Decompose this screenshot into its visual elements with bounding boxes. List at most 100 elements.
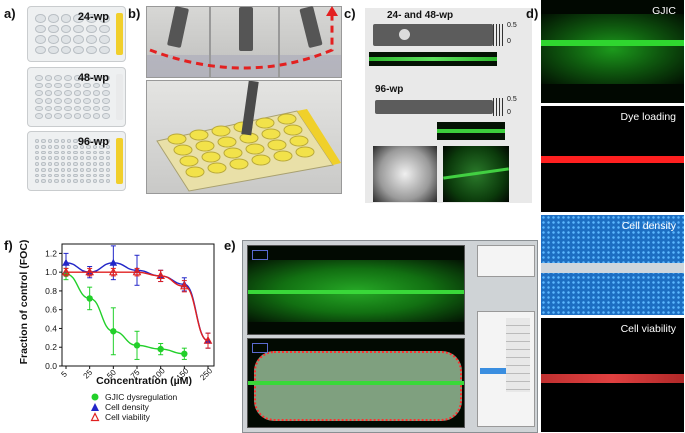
well (44, 105, 53, 112)
well (86, 150, 91, 155)
well (54, 162, 59, 166)
well (67, 139, 72, 143)
tool-title-24-48: 24- and 48-wp (387, 10, 454, 21)
yellow-well (295, 146, 315, 158)
well (79, 167, 85, 172)
well (63, 113, 72, 119)
plate-label-24: 24-wp (77, 11, 109, 23)
data-point (61, 267, 71, 276)
data-point (133, 342, 141, 349)
well (35, 24, 46, 33)
well (35, 14, 46, 23)
well (102, 105, 110, 112)
data-point (109, 267, 118, 276)
panel-label-d: d) (526, 6, 539, 21)
data-point (85, 267, 94, 276)
yellow-well (179, 155, 199, 167)
yellow-well (283, 124, 303, 136)
well (54, 105, 62, 112)
ruler-tick-top: 0.5 (507, 22, 517, 29)
gjic-label: GJIC (652, 5, 676, 17)
well (35, 35, 46, 44)
well (102, 113, 110, 119)
well (54, 113, 62, 119)
well (83, 113, 91, 119)
panel-label-f: f) (4, 238, 13, 253)
well (67, 156, 72, 160)
data-point (110, 328, 117, 335)
data-point (109, 258, 118, 266)
well (73, 90, 82, 96)
well (79, 156, 85, 160)
well (86, 179, 91, 183)
panel-label-a: a) (4, 6, 16, 21)
well (60, 139, 66, 143)
well (99, 24, 110, 33)
well (41, 179, 46, 183)
plate-96-well: 96-wp (27, 131, 126, 191)
well (47, 24, 59, 33)
legend-label: Cell density (105, 402, 149, 412)
plate-label-48: 48-wp (77, 72, 109, 84)
yellow-well-plate (156, 80, 341, 192)
well (102, 90, 110, 96)
analysis-image-segmented (247, 338, 465, 428)
well (35, 173, 40, 178)
well (86, 156, 91, 160)
well (105, 156, 110, 160)
ruler-scale (493, 24, 503, 46)
well (73, 156, 78, 160)
plate-tab (116, 74, 123, 120)
roi-manager-window (477, 311, 535, 427)
well (92, 82, 101, 89)
well (35, 162, 40, 166)
well (73, 82, 82, 89)
well (44, 82, 53, 89)
well (35, 156, 40, 160)
yellow-well (195, 140, 215, 152)
x-tick-label: 25 (82, 368, 95, 381)
series-line (65, 273, 185, 355)
well (47, 150, 53, 155)
well (35, 167, 40, 172)
well (41, 162, 46, 166)
well (92, 75, 101, 81)
blade-24-48-well (373, 24, 493, 46)
well (73, 113, 82, 119)
well (105, 144, 110, 149)
results-window (477, 245, 535, 277)
well (63, 105, 72, 112)
yellow-well (167, 133, 187, 145)
data-point (181, 350, 188, 357)
legend-item: Cell density (90, 402, 177, 412)
data-point (203, 335, 213, 344)
well (60, 173, 66, 178)
x-axis-label: Concentration (µM) (96, 375, 192, 387)
ruler-tick-bottom: 0 (507, 38, 511, 45)
well (35, 75, 43, 81)
well (73, 14, 85, 23)
ruler-scale (493, 98, 503, 116)
well (105, 150, 110, 155)
well (47, 45, 59, 54)
analysis-image-raw (247, 245, 465, 335)
data-point (62, 258, 70, 266)
dye-loading-label: Dye loading (620, 111, 676, 123)
well (73, 173, 78, 178)
legend-item: Cell viability (90, 412, 177, 422)
well (73, 35, 85, 44)
well (99, 167, 104, 172)
dye-loading-image: Dye loading (541, 106, 684, 212)
well (79, 139, 85, 143)
well (83, 90, 91, 96)
well (79, 144, 85, 149)
well (83, 82, 91, 89)
well (60, 162, 66, 166)
well (54, 167, 59, 172)
panel-label-b: b) (128, 6, 141, 21)
well (60, 144, 66, 149)
plate-tab (116, 13, 123, 55)
well (67, 167, 72, 172)
blade-96-well (375, 100, 493, 114)
scalpel-holder (239, 7, 253, 51)
